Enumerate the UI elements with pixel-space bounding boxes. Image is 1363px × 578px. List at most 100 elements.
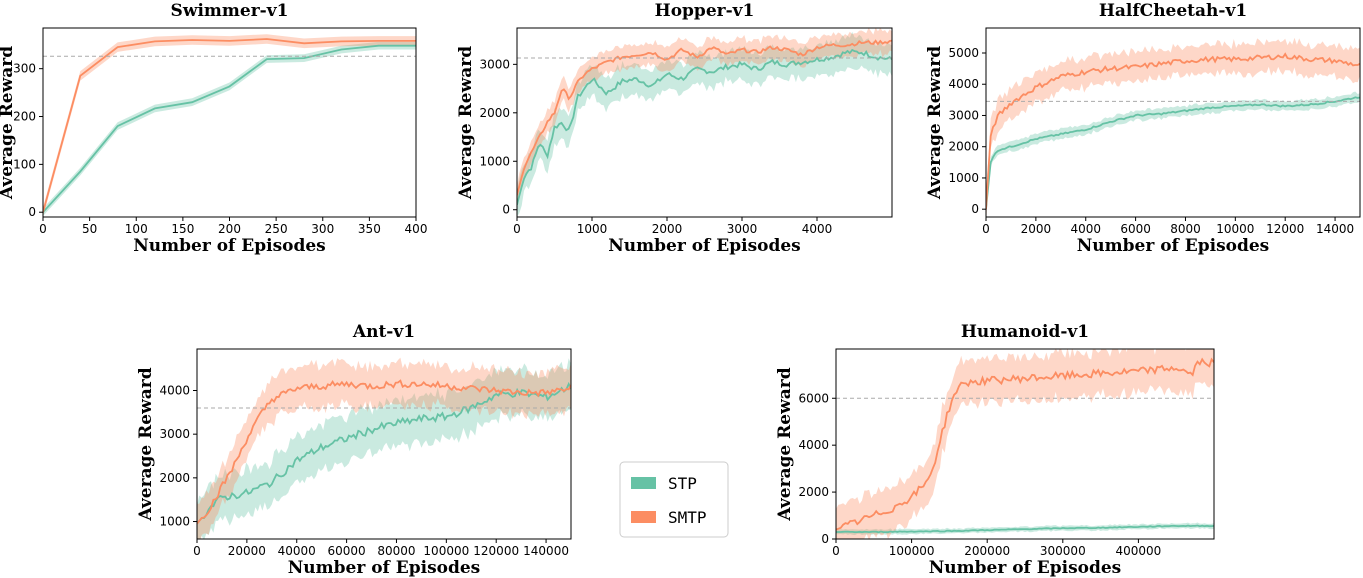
y-tick-label: 1000 — [479, 154, 510, 168]
x-tick-label: 50 — [82, 222, 97, 236]
y-tick-label: 100 — [13, 157, 36, 171]
axes-frame — [196, 348, 572, 540]
x-tick-label: 0 — [832, 544, 840, 558]
series-line-smtp — [986, 52, 1360, 210]
x-tick-label: 4000 — [802, 222, 833, 236]
x-tick-label: 0 — [39, 222, 47, 236]
plot-area — [517, 28, 892, 217]
x-axis-label: Number of Episodes — [608, 236, 801, 256]
x-tick-label: 3000 — [727, 222, 758, 236]
y-tick-label: 2000 — [159, 471, 190, 485]
series-line-stp — [43, 44, 416, 213]
chart-title: Hopper-v1 — [655, 1, 755, 21]
y-axis-label: Average Reward — [456, 46, 476, 200]
x-tick-label: 200000 — [964, 544, 1010, 558]
x-tick-label: 40000 — [278, 544, 316, 558]
x-tick-label: 60000 — [328, 544, 366, 558]
y-tick-label: 5000 — [948, 46, 979, 60]
series-line-stp — [986, 96, 1360, 210]
legend-label-smtp: SMTP — [668, 508, 707, 527]
x-axis-label: Number of Episodes — [1077, 236, 1270, 256]
x-tick-label: 140000 — [523, 544, 569, 558]
y-tick-label: 2000 — [479, 106, 510, 120]
x-tick-label: 12000 — [1266, 222, 1304, 236]
y-axis-label: Average Reward — [925, 46, 945, 200]
series-line-stp — [836, 524, 1214, 534]
y-axis-label: Average Reward — [136, 367, 156, 521]
y-tick-label: 6000 — [798, 391, 829, 405]
x-tick-label: 8000 — [1170, 222, 1201, 236]
x-tick-label: 0 — [513, 222, 521, 236]
x-tick-label: 100 — [125, 222, 148, 236]
x-tick-label: 4000 — [1070, 222, 1101, 236]
y-tick-label: 2000 — [948, 140, 979, 154]
x-tick-label: 14000 — [1316, 222, 1354, 236]
series-line-stp — [517, 48, 892, 206]
y-tick-label: 1000 — [159, 515, 190, 529]
x-tick-label: 100000 — [423, 544, 469, 558]
x-axis-label: Number of Episodes — [929, 558, 1122, 578]
x-tick-label: 200 — [218, 222, 241, 236]
x-tick-label: 2000 — [1021, 222, 1052, 236]
chart-1: 0 1000 2000 3000 4000 0 1000 2000 3000 Hopper-v1 N… — [456, 1, 893, 256]
y-tick-label: 3000 — [159, 427, 190, 441]
chart-0: 0 50 100 150 200 250 300 350 400 0 100 200 300 Swimme… — [0, 1, 427, 256]
plot-area — [986, 37, 1360, 217]
x-tick-label: 2000 — [652, 222, 683, 236]
chart-3: 0 20000 40000 60000 80000 100000 120000 140000 1… — [136, 322, 572, 578]
chart-4: 0 100000 200000 300000 400000 0 2000 4000 6000 Hu… — [775, 322, 1215, 578]
y-tick-label: 300 — [13, 62, 36, 76]
y-axis-label: Average Reward — [775, 367, 795, 521]
y-tick-label: 200 — [13, 110, 36, 124]
y-tick-label: 0 — [821, 532, 829, 546]
x-tick-label: 350 — [358, 222, 381, 236]
x-tick-label: 400000 — [1115, 544, 1161, 558]
plot-area — [197, 357, 571, 539]
series-line-smtp — [517, 39, 892, 196]
band-smtp — [836, 349, 1214, 539]
series-line-smtp — [43, 38, 416, 213]
x-tick-label: 100000 — [889, 544, 935, 558]
y-tick-label: 0 — [28, 205, 36, 219]
x-tick-label: 1000 — [577, 222, 608, 236]
x-tick-label: 400 — [405, 222, 428, 236]
y-tick-label: 4000 — [159, 383, 190, 397]
band-smtp — [986, 37, 1360, 217]
axes-frame — [516, 27, 893, 218]
legend-swatch-smtp — [631, 511, 656, 523]
band-stp — [986, 91, 1360, 215]
y-tick-label: 0 — [502, 203, 510, 217]
y-tick-label: 1000 — [948, 171, 979, 185]
x-tick-label: 10000 — [1216, 222, 1254, 236]
y-tick-label: 4000 — [948, 77, 979, 91]
y-tick-label: 4000 — [798, 438, 829, 452]
x-tick-label: 150 — [171, 222, 194, 236]
y-axis-label: Average Reward — [0, 46, 17, 200]
series-line-smtp — [836, 357, 1214, 531]
legend-label-stp: STP — [668, 474, 697, 493]
x-axis-label: Number of Episodes — [133, 236, 326, 256]
axes-frame — [985, 27, 1361, 218]
chart-title: HalfCheetah-v1 — [1099, 1, 1247, 21]
plot-area — [43, 34, 416, 217]
x-tick-label: 120000 — [473, 544, 519, 558]
legend-swatch-stp — [631, 477, 656, 489]
x-tick-label: 300 — [311, 222, 334, 236]
chart-title: Ant-v1 — [352, 322, 415, 342]
y-tick-label: 3000 — [479, 57, 510, 71]
x-tick-label: 0 — [982, 222, 990, 236]
plot-area — [836, 349, 1214, 539]
legend: STP SMTP — [619, 461, 729, 538]
y-tick-label: 2000 — [798, 485, 829, 499]
x-tick-label: 20000 — [228, 544, 266, 558]
y-tick-label: 3000 — [948, 108, 979, 122]
x-axis-label: Number of Episodes — [288, 558, 481, 578]
x-tick-label: 300000 — [1040, 544, 1086, 558]
x-tick-label: 6000 — [1120, 222, 1151, 236]
series-line-stp — [197, 381, 571, 525]
band-stp — [43, 41, 416, 217]
axes-frame — [835, 348, 1215, 540]
chart-title: Swimmer-v1 — [171, 1, 289, 21]
chart-2: 0 2000 4000 6000 8000 10000 12000 14000 0 1000 200… — [925, 1, 1361, 256]
